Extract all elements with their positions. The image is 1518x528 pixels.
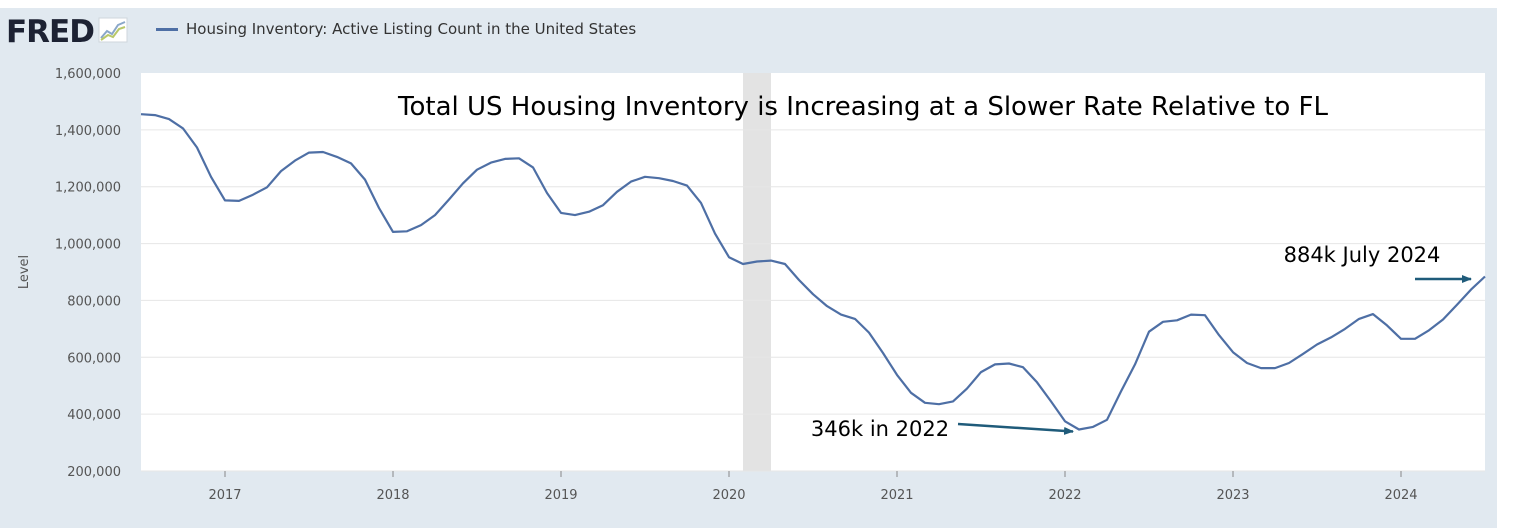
legend-swatch (156, 27, 178, 31)
x-tick-label: 2018 (376, 488, 409, 503)
x-tick-label: 2023 (1216, 488, 1249, 503)
x-tick-label: 2020 (712, 488, 745, 503)
y-tick-label: 1,600,000 (55, 67, 121, 82)
x-tick-label: 2024 (1384, 488, 1417, 503)
y-tick-label: 1,400,000 (55, 124, 121, 139)
y-tick-label: 600,000 (67, 351, 121, 366)
y-tick-label: 400,000 (67, 408, 121, 423)
x-tick-label: 2022 (1048, 488, 1081, 503)
annotation-min-label: 346k in 2022 (811, 417, 949, 441)
line-chart-icon (98, 17, 128, 47)
annotation-latest-label: 884k July 2024 (1284, 243, 1441, 267)
plot-area (141, 73, 1485, 471)
y-tick-label: 1,000,000 (55, 238, 121, 253)
fred-logo-text: FRED (6, 14, 95, 50)
legend-label: Housing Inventory: Active Listing Count … (186, 20, 637, 38)
x-tick-label: 2017 (208, 488, 241, 503)
y-tick-label: 200,000 (67, 465, 121, 480)
chart-legend: Housing Inventory: Active Listing Count … (156, 20, 636, 38)
y-axis-label: Level (17, 255, 32, 289)
chart-header: FRED Housing Inventory: Active Listing C… (0, 8, 1497, 58)
y-tick-label: 1,200,000 (55, 181, 121, 196)
x-tick-label: 2019 (544, 488, 577, 503)
chart-title: Total US Housing Inventory is Increasing… (397, 92, 1328, 122)
annotation-min-arrow (957, 422, 1074, 435)
y-tick-label: 800,000 (67, 294, 121, 309)
x-tick-label: 2021 (880, 488, 913, 503)
recession-band (743, 73, 771, 471)
fred-logo[interactable]: FRED (6, 12, 128, 52)
